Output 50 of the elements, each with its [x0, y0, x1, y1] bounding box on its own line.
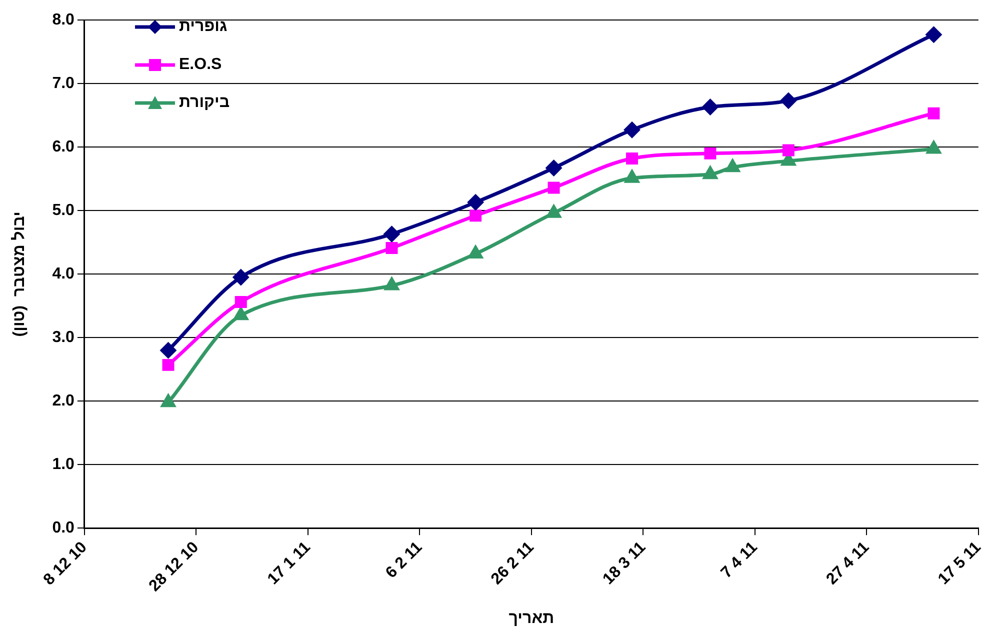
- point: [161, 394, 176, 408]
- y-tick-label: 1.0: [52, 456, 75, 474]
- x-tick-label: 8 12 10: [40, 538, 90, 589]
- point: [234, 296, 247, 308]
- x-tick-label: 18 3 11: [600, 538, 650, 588]
- point: [625, 170, 639, 183]
- point: [546, 205, 561, 218]
- point: [782, 144, 794, 156]
- x-tick-label: 28 12 10: [146, 538, 202, 595]
- x-tick-label: 17 1 11: [264, 538, 314, 588]
- y-tick-label: 5.0: [52, 202, 75, 219]
- point: [726, 160, 740, 172]
- x-tick-label: 26 2 11: [488, 538, 538, 588]
- point: [386, 242, 398, 254]
- y-axis-title: יבול מצטבר (טון): [10, 211, 28, 337]
- y-tick-label: 2.0: [52, 392, 75, 410]
- point: [702, 99, 718, 115]
- point: [926, 141, 941, 154]
- point: [626, 152, 638, 164]
- y-tick-label: 0.0: [52, 520, 75, 537]
- x-tick-label: 7 4 11: [718, 538, 761, 582]
- point: [384, 278, 399, 290]
- point: [470, 210, 482, 222]
- point: [928, 107, 940, 120]
- x-tick-label: 27 4 11: [823, 538, 873, 588]
- point: [704, 147, 716, 160]
- legend-label: גופרית: [179, 18, 228, 36]
- point: [162, 358, 174, 371]
- point: [546, 160, 562, 176]
- point: [703, 166, 718, 180]
- x-tick-label: 6 2 11: [382, 538, 426, 582]
- point: [926, 26, 942, 42]
- point: [384, 226, 400, 242]
- point: [468, 246, 483, 259]
- legend-label: ביקורת: [179, 94, 230, 112]
- point: [780, 92, 796, 108]
- y-tick-label: 6.0: [52, 138, 75, 156]
- y-tick-label: 3.0: [52, 329, 75, 346]
- point: [624, 122, 640, 138]
- y-tick-label: 7.0: [52, 74, 75, 92]
- point: [234, 308, 248, 320]
- y-tick-label: 4.0: [52, 266, 75, 282]
- point: [468, 194, 484, 210]
- point: [233, 270, 249, 286]
- point: [160, 342, 176, 358]
- y-tick-label: 8.0: [52, 11, 75, 28]
- legend-label: E.O.S: [179, 56, 222, 74]
- point: [548, 182, 560, 194]
- x-axis-title: תאריך: [508, 610, 554, 627]
- x-tick-label: 17 5 11: [935, 538, 984, 588]
